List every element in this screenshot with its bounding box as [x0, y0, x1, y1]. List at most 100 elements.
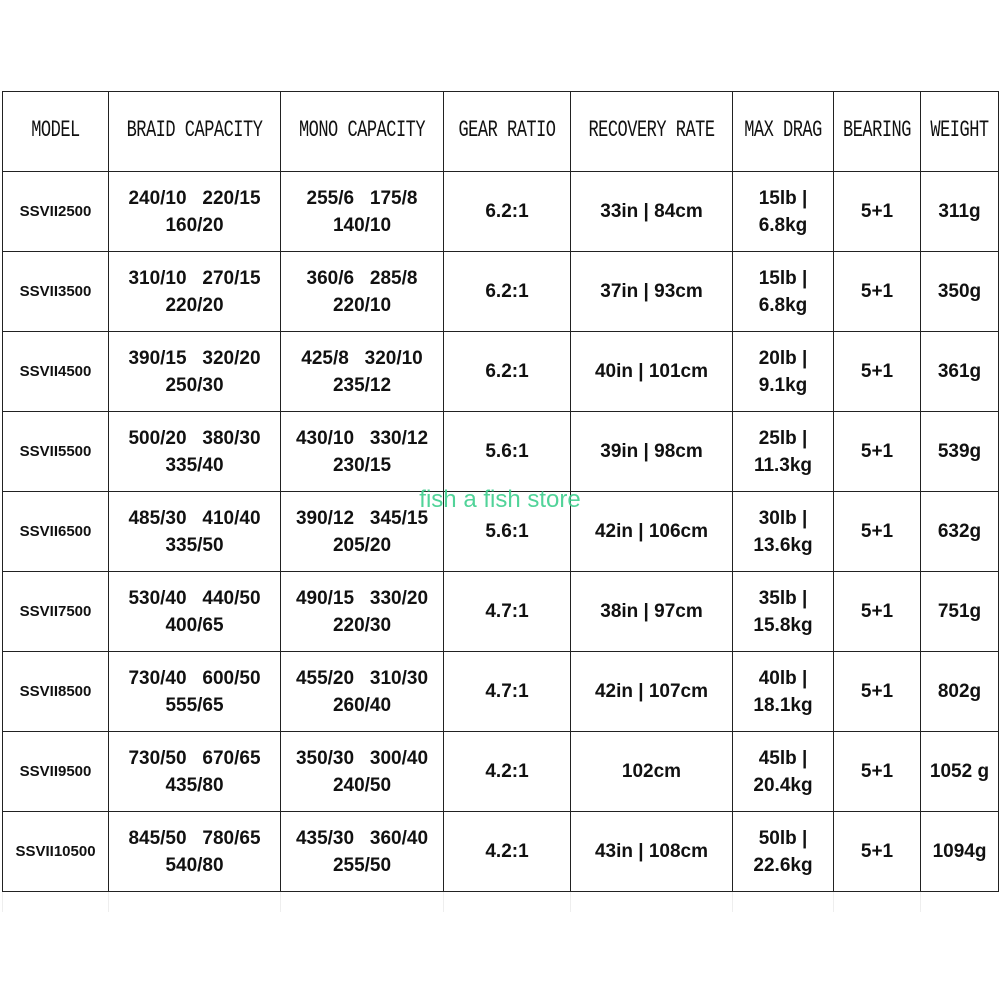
gear-ratio-cell: 5.6:1 — [443, 411, 571, 492]
mono-capacity-cell-line: 240/50 — [332, 774, 392, 796]
weight-cell: 802g — [920, 651, 999, 732]
braid-capacity-cell: 500/20 380/30 335/40 — [108, 411, 281, 492]
table-row: SSVII10500 845/50 780/65 540/80 435/30 360/… — [2, 811, 999, 892]
mono-capacity-cell: 430/10 330/12 230/15 — [280, 411, 444, 492]
weight-cell-line: 632g — [937, 521, 982, 542]
mono-capacity-cell-line: 220/30 — [332, 614, 392, 636]
braid-capacity-cell-line: 540/80 — [165, 854, 224, 876]
max-drag-cell-line: 13.6kg — [753, 534, 813, 556]
model-cell: SSVII3500 — [2, 251, 109, 332]
mono-capacity-cell-line: 360/6 285/8 — [306, 267, 418, 289]
weight-cell: 350g — [920, 251, 999, 332]
bearing-cell: 5+1 — [833, 651, 921, 732]
mono-capacity-cell-line: 455/20 310/30 — [295, 667, 429, 689]
model-cell: SSVII4500 — [2, 331, 109, 412]
weight-cell: 1094g — [920, 811, 999, 892]
mono-capacity-cell-line: 255/6 175/8 — [306, 187, 418, 209]
braid-capacity-cell-line: 335/40 — [165, 454, 224, 476]
table-row: SSVII3500 310/10 270/15 220/20 360/6 285/8 2… — [2, 251, 999, 332]
gear-ratio-cell-line: 4.2:1 — [485, 841, 529, 862]
gear-ratio-cell-line: 5.6:1 — [485, 521, 529, 542]
braid-capacity-cell-line: 160/20 — [165, 214, 224, 236]
divider — [280, 892, 281, 912]
table-row: SSVII6500 485/30 410/40 335/50 390/12 345/1… — [2, 491, 999, 572]
max-drag-cell: 25lb | 11.3kg — [732, 411, 834, 492]
braid-capacity-cell-line: 240/10 220/15 — [128, 187, 261, 209]
bearing-cell: 5+1 — [833, 171, 921, 252]
mono-capacity-cell-line: 490/15 330/20 — [295, 587, 429, 609]
weight-cell-line: 361g — [937, 361, 982, 382]
model-cell-line: SSVII10500 — [15, 843, 96, 860]
braid-capacity-cell: 485/30 410/40 335/50 — [108, 491, 281, 572]
weight-cell-line: 539g — [937, 441, 982, 462]
bearing-cell-line: 5+1 — [860, 761, 894, 782]
model-cell-line: SSVII2500 — [19, 203, 92, 220]
watermark: fish a fish store — [419, 486, 581, 513]
mono-capacity-cell: 360/6 285/8 220/10 — [280, 251, 444, 332]
mono-capacity-cell: 350/30 300/40 240/50 — [280, 731, 444, 812]
model-cell-line: SSVII5500 — [19, 443, 92, 460]
mono-capacity-cell-line: 140/10 — [332, 214, 392, 236]
max-drag-cell-line: 11.3kg — [753, 454, 813, 476]
gear-ratio-cell-line: 5.6:1 — [485, 441, 529, 462]
recovery-rate-cell: 43in | 108cm — [570, 811, 733, 892]
header-mono-capacity: MONO CAPACITY — [280, 91, 444, 172]
table-row: SSVII7500 530/40 440/50 400/65 490/15 330/2… — [2, 571, 999, 652]
model-cell: SSVII9500 — [2, 731, 109, 812]
braid-capacity-cell-line: 730/50 670/65 — [128, 747, 261, 769]
max-drag-cell-line: 6.8kg — [758, 214, 808, 236]
model-cell: SSVII10500 — [2, 811, 109, 892]
mono-capacity-cell-line: 205/20 — [332, 534, 392, 556]
gear-ratio-cell-line: 6.2:1 — [485, 361, 529, 382]
recovery-rate-cell-line: 33in | 84cm — [600, 201, 703, 222]
gear-ratio-cell-line: 4.7:1 — [485, 681, 529, 702]
model-cell: SSVII8500 — [2, 651, 109, 732]
divider — [443, 892, 444, 912]
recovery-rate-cell-line: 102cm — [621, 761, 682, 782]
weight-cell-line: 1052 g — [929, 761, 990, 782]
bearing-cell-line: 5+1 — [860, 681, 894, 702]
model-cell: SSVII7500 — [2, 571, 109, 652]
mono-capacity-cell: 435/30 360/40 255/50 — [280, 811, 444, 892]
weight-cell-line: 802g — [937, 681, 982, 702]
braid-capacity-cell-line: 390/15 320/20 — [128, 347, 261, 369]
recovery-rate-cell-line: 42in | 107cm — [594, 681, 709, 702]
braid-capacity-cell-line: 530/40 440/50 — [128, 587, 261, 609]
braid-capacity-cell: 730/50 670/65 435/80 — [108, 731, 281, 812]
bearing-cell-line: 5+1 — [860, 841, 894, 862]
mono-capacity-cell-line: 235/12 — [332, 374, 392, 396]
mono-capacity-cell: 425/8 320/10 235/12 — [280, 331, 444, 412]
gear-ratio-cell-line: 4.7:1 — [485, 601, 529, 622]
recovery-rate-cell-line: 37in | 93cm — [600, 281, 703, 302]
bearing-cell-line: 5+1 — [860, 601, 894, 622]
mono-capacity-cell: 255/6 175/8 140/10 — [280, 171, 444, 252]
max-drag-cell-line: 22.6kg — [753, 854, 813, 876]
divider — [920, 892, 921, 912]
mono-capacity-cell-line: 230/15 — [332, 454, 392, 476]
recovery-rate-cell: 42in | 106cm — [570, 491, 733, 572]
max-drag-cell-line: 40lb | — [758, 667, 808, 689]
gear-ratio-cell: 6.2:1 — [443, 171, 571, 252]
bearing-cell: 5+1 — [833, 251, 921, 332]
bearing-cell: 5+1 — [833, 731, 921, 812]
weight-cell-line: 1094g — [932, 841, 987, 862]
bearing-cell-line: 5+1 — [860, 281, 894, 302]
braid-capacity-cell-line: 845/50 780/65 — [128, 827, 261, 849]
braid-capacity-cell-line: 310/10 270/15 — [128, 267, 261, 289]
mono-capacity-cell-line: 255/50 — [332, 854, 392, 876]
max-drag-cell-line: 6.8kg — [758, 294, 808, 316]
bearing-cell-line: 5+1 — [860, 361, 894, 382]
braid-capacity-cell-line: 220/20 — [165, 294, 224, 316]
braid-capacity-cell-line: 730/40 600/50 — [128, 667, 261, 689]
mono-capacity-cell-line: 260/40 — [332, 694, 392, 716]
max-drag-cell-line: 35lb | — [758, 587, 808, 609]
header-recovery-rate: RECOVERY RATE — [570, 91, 733, 172]
spec-table: MODEL BRAID CAPACITY MONO CAPACITY GEAR … — [2, 91, 999, 892]
mono-capacity-cell-line: 390/12 345/15 — [295, 507, 429, 529]
divider — [108, 892, 109, 912]
weight-cell: 751g — [920, 571, 999, 652]
braid-capacity-cell: 530/40 440/50 400/65 — [108, 571, 281, 652]
braid-capacity-cell-line: 435/80 — [165, 774, 224, 796]
header-model: MODEL — [2, 91, 109, 172]
weight-cell: 1052 g — [920, 731, 999, 812]
